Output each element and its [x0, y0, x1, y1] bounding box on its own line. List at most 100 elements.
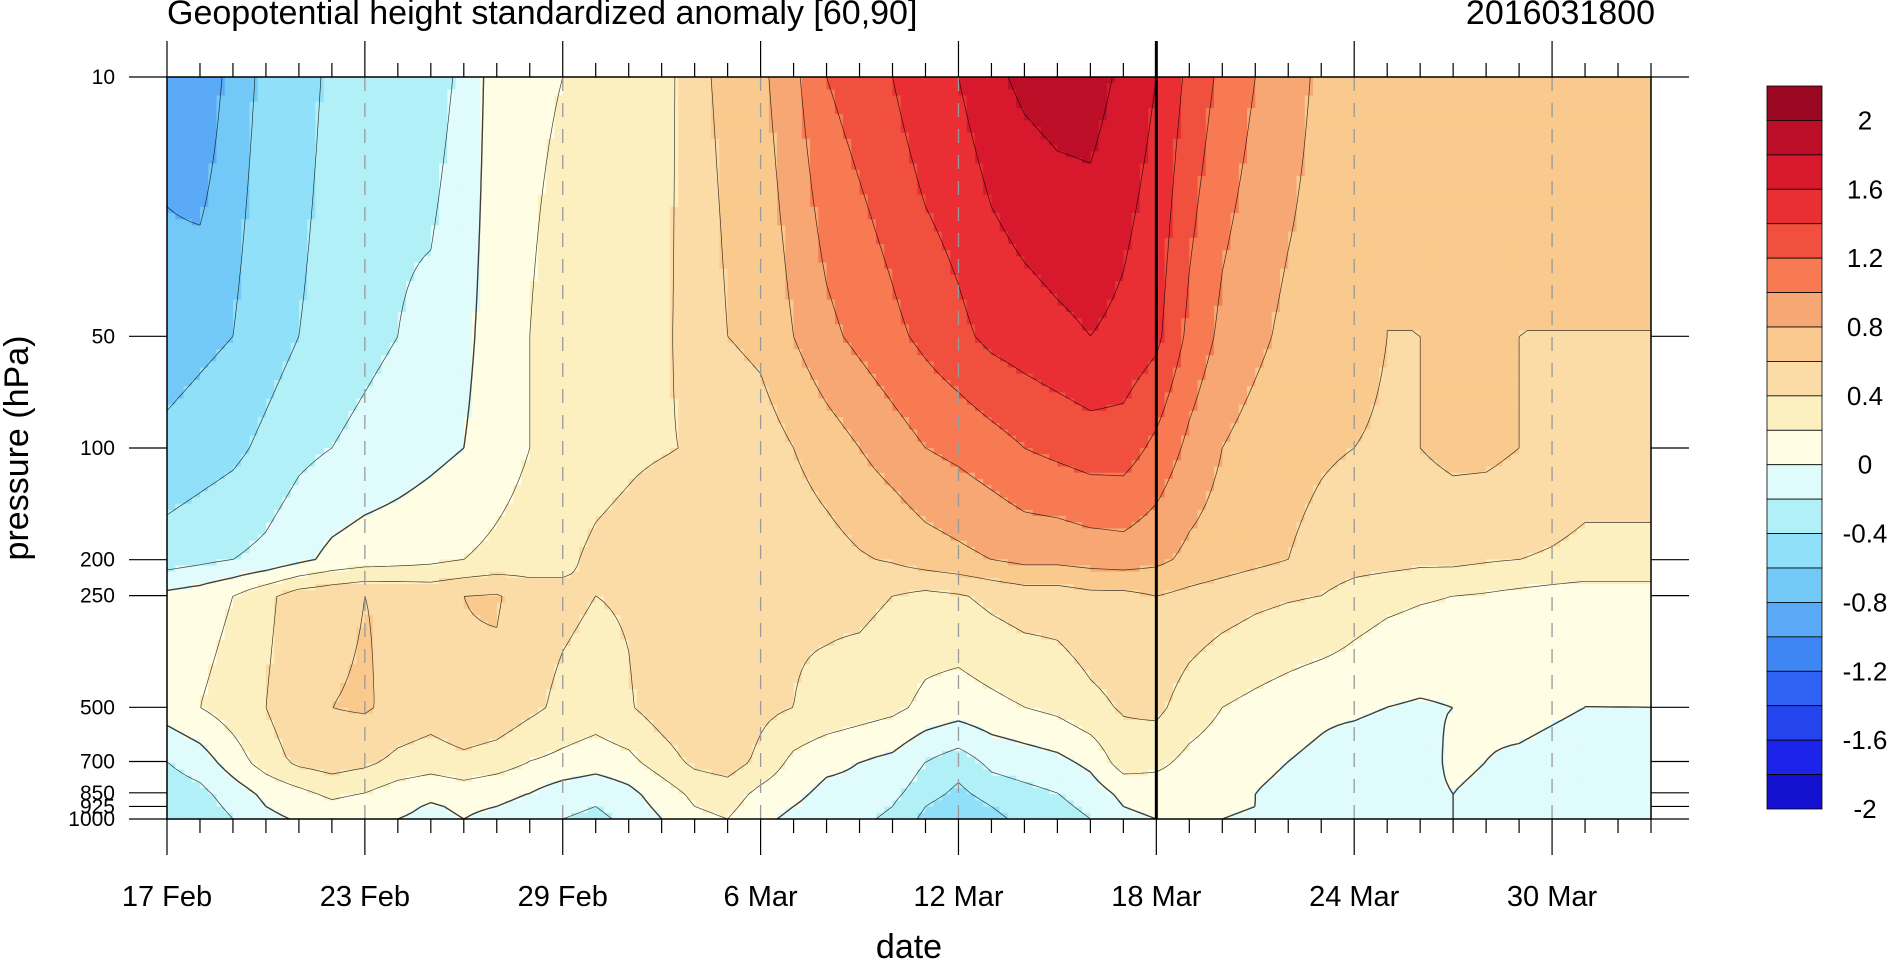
contour-cell — [670, 238, 679, 245]
contour-cell — [522, 139, 531, 146]
contour-cell — [1437, 83, 1446, 90]
contour-cell — [1305, 170, 1314, 177]
contour-cell — [860, 145, 869, 152]
contour-cell — [365, 232, 374, 239]
contour-cell — [1362, 139, 1371, 146]
contour-cell — [1206, 219, 1215, 226]
contour-cell — [942, 225, 951, 232]
contour-cell — [546, 176, 555, 183]
contour-cell — [1066, 176, 1075, 183]
contour-cell — [1536, 207, 1545, 214]
contour-cell — [934, 77, 943, 84]
contour-cell — [1247, 238, 1256, 245]
contour-cell — [1461, 126, 1470, 133]
contour-cell — [522, 238, 531, 245]
contour-cell — [414, 164, 423, 171]
contour-cell — [1618, 133, 1627, 140]
contour-cell — [835, 108, 844, 115]
contour-cell — [456, 83, 465, 90]
contour-cell — [686, 151, 695, 158]
contour-cell — [241, 96, 250, 103]
contour-cell — [208, 238, 217, 245]
contour-cell — [200, 139, 209, 146]
contour-cell — [719, 157, 728, 164]
contour-cell — [1181, 157, 1190, 164]
contour-cell — [1082, 126, 1091, 133]
contour-cell — [1082, 96, 1091, 103]
contour-cell — [868, 102, 877, 109]
contour-cell — [225, 145, 234, 152]
contour-cell — [299, 120, 308, 127]
contour-cell — [967, 201, 976, 208]
contour-cell — [282, 170, 291, 177]
contour-cell — [291, 96, 300, 103]
contour-cell — [1074, 207, 1083, 214]
contour-cell — [1428, 232, 1437, 239]
contour-cell — [307, 188, 316, 195]
contour-cell — [794, 114, 803, 121]
contour-cell — [1024, 102, 1033, 109]
contour-cell — [1618, 194, 1627, 201]
contour-cell — [1214, 102, 1223, 109]
contour-cell — [431, 120, 440, 127]
contour-cell — [950, 126, 959, 133]
contour-cell — [1635, 188, 1644, 195]
contour-cell — [1428, 201, 1437, 208]
contour-cell — [1288, 182, 1297, 189]
contour-cell — [497, 164, 506, 171]
contour-cell — [216, 207, 225, 214]
contour-cell — [1099, 89, 1108, 96]
contour-cell — [291, 133, 300, 140]
contour-cell — [1123, 157, 1132, 164]
contour-cell — [1313, 176, 1322, 183]
contour-cell — [546, 102, 555, 109]
contour-cell — [175, 102, 184, 109]
contour-cell — [1206, 176, 1215, 183]
contour-cell — [983, 145, 992, 152]
contour-cell — [398, 126, 407, 133]
contour-cell — [818, 83, 827, 90]
contour-cell — [1198, 207, 1207, 214]
contour-cell — [1280, 108, 1289, 115]
contour-cell — [431, 157, 440, 164]
contour-cell — [1329, 225, 1338, 232]
contour-cell — [695, 238, 704, 245]
contour-cell — [357, 182, 366, 189]
contour-cell — [423, 244, 432, 251]
contour-cell — [835, 213, 844, 220]
contour-cell — [373, 225, 382, 232]
contour-cell — [497, 83, 506, 90]
contour-cell — [1000, 194, 1009, 201]
contour-cell — [431, 176, 440, 183]
contour-cell — [1239, 213, 1248, 220]
contour-cell — [1486, 108, 1495, 115]
contour-cell — [1165, 83, 1174, 90]
contour-cell — [1222, 170, 1231, 177]
contour-cell — [579, 157, 588, 164]
contour-cell — [1602, 170, 1611, 177]
contour-cell — [719, 201, 728, 208]
contour-cell — [258, 157, 267, 164]
contour-cell — [175, 194, 184, 201]
contour-cell — [1494, 133, 1503, 140]
contour-cell — [390, 213, 399, 220]
contour-cell — [554, 157, 563, 164]
contour-cell — [1296, 164, 1305, 171]
contour-cell — [571, 170, 580, 177]
contour-cell — [1494, 164, 1503, 171]
contour-cell — [1272, 120, 1281, 127]
contour-cell — [266, 194, 275, 201]
contour-cell — [703, 157, 712, 164]
contour-cell — [414, 176, 423, 183]
contour-cell — [414, 83, 423, 90]
contour-cell — [967, 182, 976, 189]
contour-cell — [884, 83, 893, 90]
contour-cell — [225, 225, 234, 232]
contour-cell — [934, 219, 943, 226]
contour-cell — [1099, 145, 1108, 152]
contour-cell — [1247, 164, 1256, 171]
contour-cell — [860, 244, 869, 251]
contour-cell — [1428, 139, 1437, 146]
contour-cell — [1329, 188, 1338, 195]
contour-cell — [1016, 83, 1025, 90]
